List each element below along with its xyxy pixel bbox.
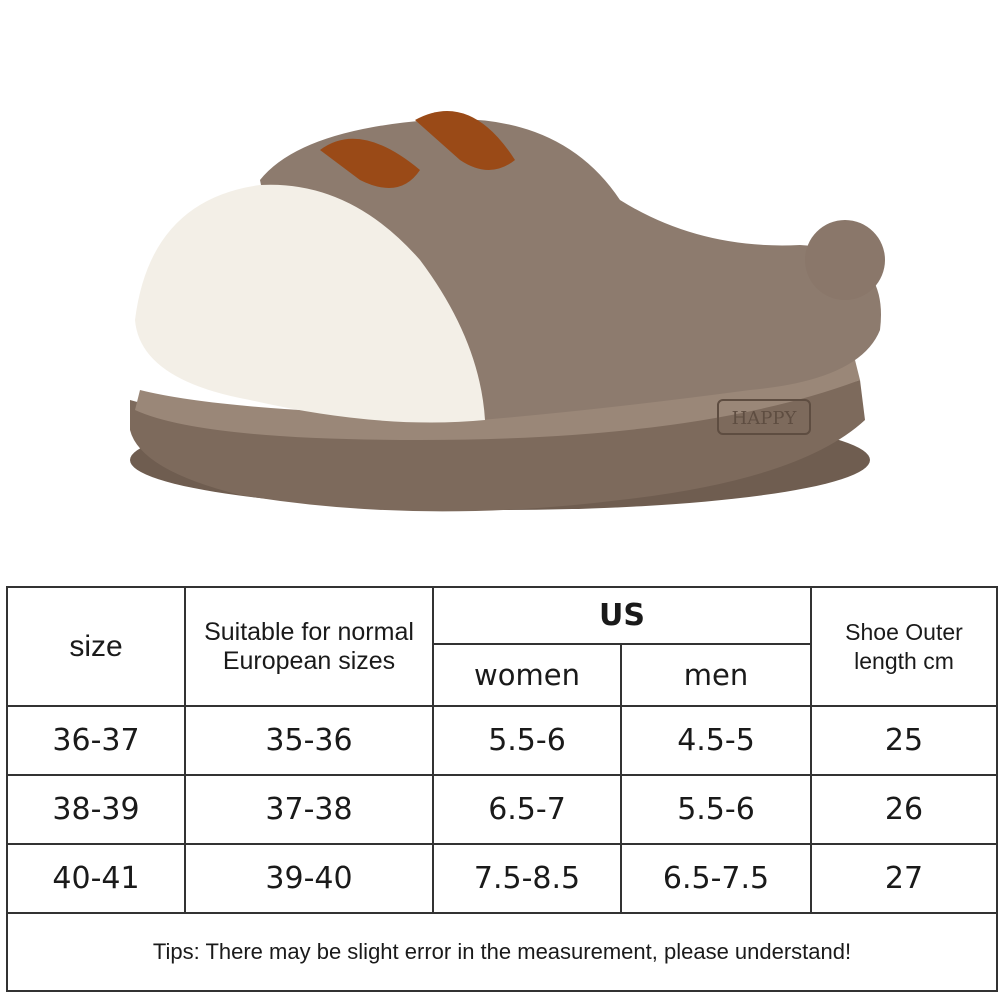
cell-length: 27 bbox=[810, 843, 998, 914]
header-european: Suitable for normal European sizes bbox=[184, 586, 434, 707]
cell-women: 7.5-8.5 bbox=[432, 843, 622, 914]
tips-note: Tips: There may be slight error in the m… bbox=[6, 912, 998, 992]
table-row: 38-39 37-38 6.5-7 5.5-6 26 bbox=[6, 774, 998, 845]
slipper-product-image: HAPPY bbox=[130, 111, 885, 512]
cell-european: 37-38 bbox=[184, 774, 434, 845]
cell-length: 26 bbox=[810, 774, 998, 845]
cell-men: 6.5-7.5 bbox=[620, 843, 812, 914]
cell-size: 40-41 bbox=[6, 843, 186, 914]
cell-european: 39-40 bbox=[184, 843, 434, 914]
cell-women: 5.5-6 bbox=[432, 705, 622, 776]
header-women: women bbox=[432, 643, 622, 707]
size-chart-table: size Suitable for normal European sizes … bbox=[6, 586, 998, 992]
table-row: 36-37 35-36 5.5-6 4.5-5 25 bbox=[6, 705, 998, 776]
header-us: US bbox=[432, 586, 812, 645]
header-size: size bbox=[6, 586, 186, 707]
table-row: 40-41 39-40 7.5-8.5 6.5-7.5 27 bbox=[6, 843, 998, 914]
cell-size: 36-37 bbox=[6, 705, 186, 776]
header-length: Shoe Outer length cm bbox=[810, 586, 998, 707]
cell-men: 5.5-6 bbox=[620, 774, 812, 845]
cell-men: 4.5-5 bbox=[620, 705, 812, 776]
cell-length: 25 bbox=[810, 705, 998, 776]
cell-women: 6.5-7 bbox=[432, 774, 622, 845]
header-men: men bbox=[620, 643, 812, 707]
cell-european: 35-36 bbox=[184, 705, 434, 776]
sole-logo: HAPPY bbox=[732, 408, 798, 429]
cell-size: 38-39 bbox=[6, 774, 186, 845]
